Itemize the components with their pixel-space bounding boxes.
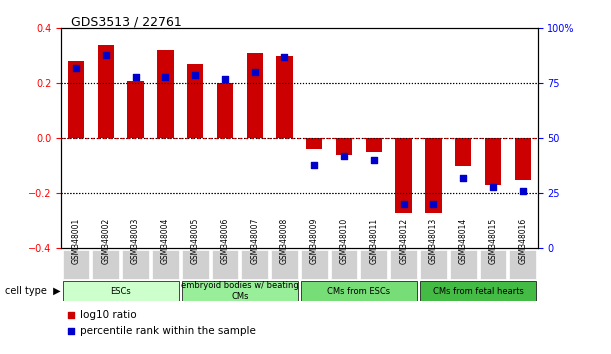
FancyBboxPatch shape (152, 250, 179, 279)
FancyBboxPatch shape (62, 281, 179, 301)
FancyBboxPatch shape (360, 250, 387, 279)
Point (458, 175, 468, 181)
Text: CMs from fetal hearts: CMs from fetal hearts (433, 287, 524, 296)
FancyBboxPatch shape (122, 250, 149, 279)
Bar (276, 56, 293, 138)
Text: GSM348003: GSM348003 (131, 218, 140, 264)
FancyBboxPatch shape (420, 281, 536, 301)
Point (131, 74, 141, 80)
Point (339, 153, 349, 159)
FancyBboxPatch shape (450, 250, 477, 279)
Text: GSM348005: GSM348005 (191, 218, 200, 264)
Point (161, 74, 170, 80)
FancyBboxPatch shape (241, 250, 268, 279)
Point (488, 184, 498, 189)
Point (71, 65, 81, 71)
Text: GSM348008: GSM348008 (280, 218, 289, 264)
Text: percentile rank within the sample: percentile rank within the sample (80, 326, 256, 336)
Bar (306, 138, 323, 149)
Bar (514, 138, 531, 179)
Text: GSM348007: GSM348007 (251, 218, 259, 264)
Text: GSM348013: GSM348013 (429, 218, 438, 264)
FancyBboxPatch shape (181, 281, 298, 301)
FancyBboxPatch shape (510, 250, 536, 279)
FancyBboxPatch shape (271, 250, 298, 279)
FancyBboxPatch shape (92, 250, 119, 279)
Point (428, 201, 438, 207)
Text: GSM348014: GSM348014 (459, 218, 467, 264)
Text: GSM348001: GSM348001 (71, 218, 81, 264)
Text: GSM348015: GSM348015 (489, 218, 497, 264)
Text: CMs from ESCs: CMs from ESCs (327, 287, 390, 296)
Text: GSM348011: GSM348011 (370, 218, 378, 264)
FancyBboxPatch shape (211, 250, 238, 279)
FancyBboxPatch shape (301, 250, 327, 279)
Bar (246, 53, 263, 138)
Point (190, 72, 200, 78)
Bar (68, 61, 84, 138)
Bar (485, 138, 501, 185)
Point (280, 54, 290, 60)
Point (101, 52, 111, 58)
Text: GSM348009: GSM348009 (310, 218, 319, 264)
Text: GSM348010: GSM348010 (340, 218, 348, 264)
Point (381, 268, 391, 274)
Bar (157, 50, 174, 138)
FancyBboxPatch shape (181, 250, 208, 279)
Bar (425, 138, 442, 212)
FancyBboxPatch shape (420, 250, 447, 279)
Bar (455, 138, 472, 166)
Text: GSM348002: GSM348002 (101, 218, 110, 264)
FancyBboxPatch shape (390, 250, 417, 279)
Bar (187, 64, 203, 138)
Bar (395, 138, 412, 212)
Bar (365, 138, 382, 152)
Text: embryoid bodies w/ beating
CMs: embryoid bodies w/ beating CMs (181, 281, 299, 301)
FancyBboxPatch shape (331, 250, 357, 279)
Point (381, 124, 391, 130)
FancyBboxPatch shape (480, 250, 507, 279)
Bar (127, 81, 144, 138)
Bar (336, 138, 353, 155)
Text: GSM348006: GSM348006 (221, 218, 229, 264)
Text: cell type  ▶: cell type ▶ (5, 286, 61, 296)
Text: ESCs: ESCs (111, 287, 131, 296)
Point (309, 162, 319, 167)
Point (369, 158, 379, 163)
FancyBboxPatch shape (301, 281, 417, 301)
Text: GDS3513 / 22761: GDS3513 / 22761 (71, 15, 181, 28)
Text: GSM348004: GSM348004 (161, 218, 170, 264)
Text: GSM348016: GSM348016 (518, 218, 527, 264)
Point (250, 69, 260, 75)
Bar (217, 83, 233, 138)
Text: GSM348012: GSM348012 (399, 218, 408, 264)
Point (518, 188, 528, 194)
Bar (98, 45, 114, 138)
Point (399, 201, 409, 207)
Point (220, 76, 230, 82)
Text: log10 ratio: log10 ratio (80, 310, 137, 320)
FancyBboxPatch shape (62, 250, 89, 279)
